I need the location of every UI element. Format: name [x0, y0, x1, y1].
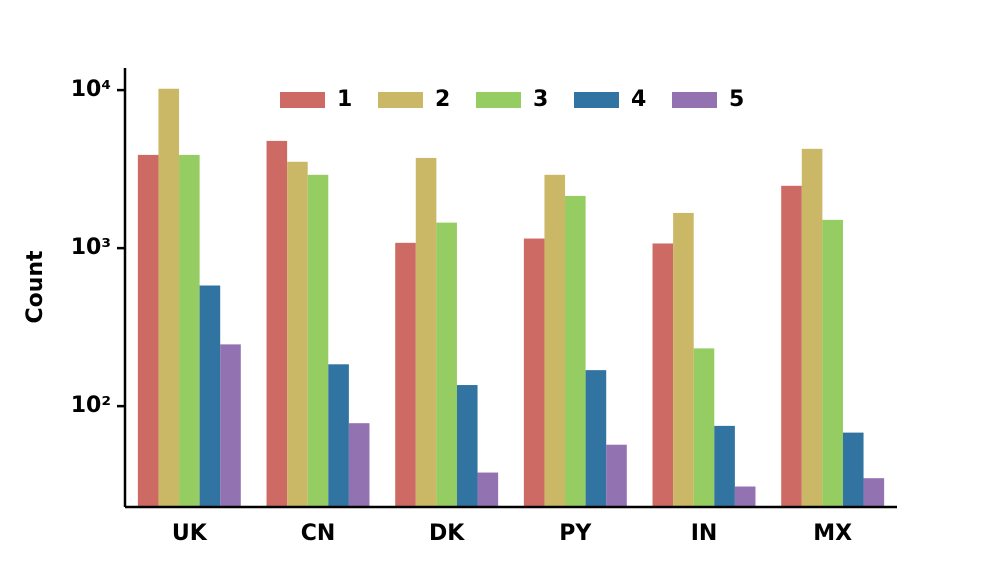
bar	[287, 161, 308, 507]
bar	[415, 157, 437, 507]
bar	[348, 423, 370, 507]
bar	[863, 478, 885, 507]
bar	[220, 344, 241, 507]
bar	[456, 385, 478, 507]
x-tick-label: DK	[429, 521, 465, 546]
bar	[523, 238, 545, 507]
bar	[544, 174, 566, 507]
bar	[606, 444, 627, 507]
bar	[585, 370, 607, 507]
x-tick-label: IN	[691, 521, 718, 546]
bar	[842, 432, 864, 507]
y-axis-label: Count	[23, 250, 48, 324]
legend-swatch	[476, 92, 521, 108]
bar	[477, 472, 499, 507]
bar	[673, 212, 694, 507]
legend-swatch	[574, 92, 619, 108]
legend-label: 2	[435, 87, 450, 112]
bar	[436, 222, 457, 507]
bar	[137, 154, 159, 507]
x-tick-label: MX	[813, 521, 852, 546]
bar	[693, 348, 715, 507]
bar	[714, 425, 735, 507]
y-tick-label: 10⁴	[71, 77, 111, 102]
bar	[328, 364, 349, 507]
bar	[266, 140, 288, 508]
x-tick-label: UK	[172, 521, 208, 546]
legend-swatch	[378, 92, 423, 108]
bar	[158, 88, 180, 507]
bar	[734, 486, 756, 507]
legend-label: 5	[729, 87, 744, 112]
bar	[307, 174, 329, 507]
legend-label: 4	[631, 87, 646, 112]
bar	[652, 243, 674, 508]
bar	[801, 148, 823, 507]
legend-label: 1	[337, 87, 352, 112]
legend-swatch	[280, 92, 325, 108]
bar	[395, 242, 416, 507]
bar	[179, 154, 200, 507]
bar	[565, 195, 586, 507]
legend-swatch	[672, 92, 717, 108]
legend-label: 3	[533, 87, 548, 112]
y-tick-label: 10²	[71, 393, 111, 418]
bar	[199, 285, 221, 507]
bar	[822, 219, 843, 507]
y-tick-label: 10³	[71, 235, 111, 260]
bar	[781, 185, 802, 507]
x-tick-label: CN	[301, 521, 336, 546]
x-tick-label: PY	[559, 521, 592, 546]
